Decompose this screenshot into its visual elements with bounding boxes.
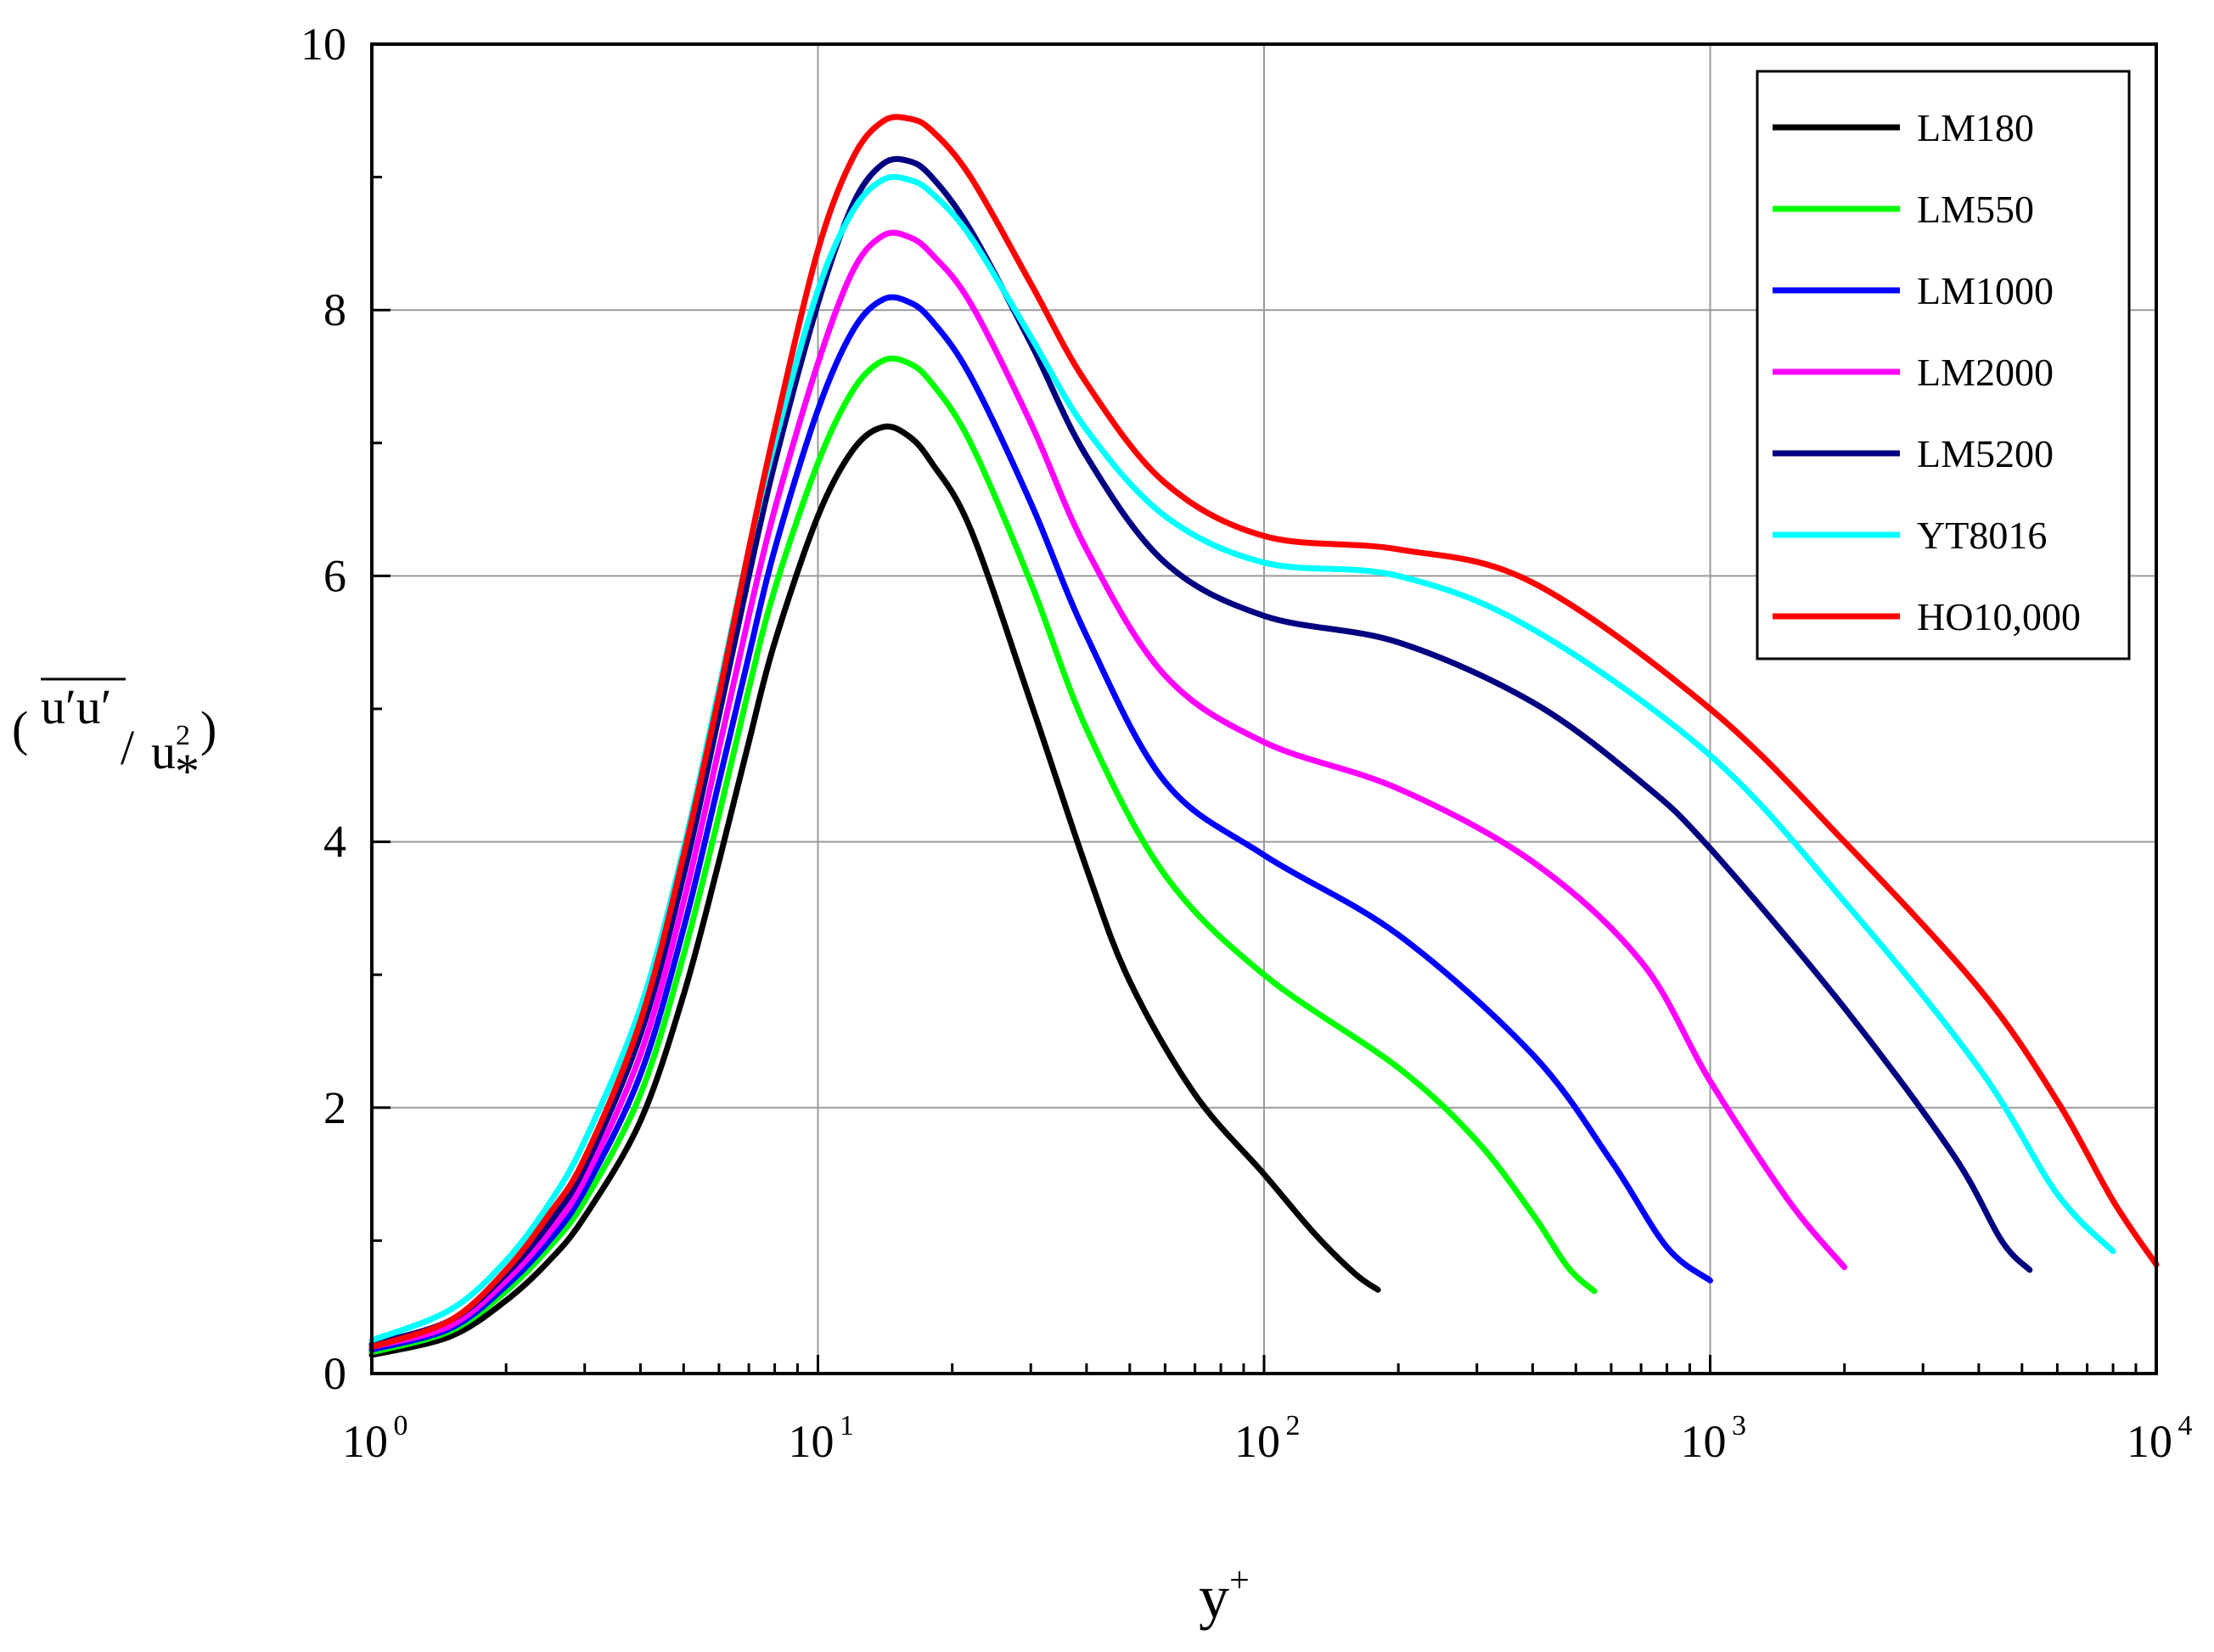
y-axis-title: ( u′u′ / u2 * ): [12, 677, 216, 799]
x-tick-label: 10: [1681, 1416, 1727, 1467]
x-tick-exponent: 4: [2178, 1410, 2193, 1441]
series-line-ho10-000: [368, 114, 2160, 1351]
series-lines: [368, 114, 2160, 1358]
y-tick-label: 0: [323, 1348, 346, 1399]
x-tick-exponent: 0: [394, 1410, 408, 1441]
y-title-numerator: u′u′: [41, 679, 111, 734]
y-title-close-paren: ): [200, 701, 216, 756]
legend-label: LM2000: [1917, 351, 2054, 394]
x-tick-label: 10: [789, 1416, 834, 1467]
x-axis-title: y+: [1199, 1561, 1250, 1631]
plot-frame: [370, 42, 2158, 1375]
x-axis-title-main: y: [1199, 1563, 1229, 1631]
series-line-lm180: [368, 423, 1381, 1358]
legend: LM180 LM550 LM1000 LM2000 LM5200 YT8016 HO10,0…: [1756, 70, 2131, 660]
y-title-denominator-sub: *: [175, 744, 199, 799]
y-tick-label: 8: [323, 284, 346, 335]
series-line-yt8016: [368, 173, 2116, 1344]
y-tick-label: 6: [323, 550, 346, 601]
x-axis-title-sup: +: [1229, 1561, 1250, 1600]
series-line-lm2000: [368, 229, 1848, 1351]
x-tick-label: 10: [1234, 1416, 1280, 1467]
series-line-lm5200: [368, 155, 2033, 1347]
y-tick-label: 10: [301, 19, 346, 70]
y-title-denominator-sup: 2: [176, 720, 190, 751]
y-tick-label: 4: [323, 817, 346, 868]
series-line-lm550: [368, 355, 1598, 1356]
legend-label: LM5200: [1917, 432, 2054, 475]
y-tick-labels: 0 2 4 6 8 10: [301, 19, 346, 1399]
legend-label: LM180: [1917, 106, 2034, 149]
x-tick-label: 10: [342, 1416, 388, 1467]
x-tick-exponent: 2: [1286, 1410, 1301, 1441]
y-title-denominator-u: u: [151, 724, 176, 779]
x-tick-exponent: 3: [1732, 1410, 1746, 1441]
legend-label: YT8016: [1917, 514, 2047, 557]
legend-box: [1756, 70, 2131, 660]
legend-label: LM1000: [1917, 269, 2054, 312]
legend-label: LM550: [1917, 188, 2034, 231]
x-tick-label: 10: [2127, 1416, 2172, 1467]
y-title-open-paren: (: [12, 701, 28, 756]
y-title-denominator: u2: [151, 720, 190, 779]
y-tick-label: 2: [323, 1082, 346, 1133]
x-tick-exponent: 1: [840, 1410, 854, 1441]
legend-label: HO10,000: [1917, 595, 2081, 638]
y-title-slash: /: [121, 720, 135, 775]
x-tick-labels: 10 0 10 1 10 2 10 3 10 4: [342, 1410, 2193, 1467]
series-line-lm1000: [368, 294, 1713, 1353]
